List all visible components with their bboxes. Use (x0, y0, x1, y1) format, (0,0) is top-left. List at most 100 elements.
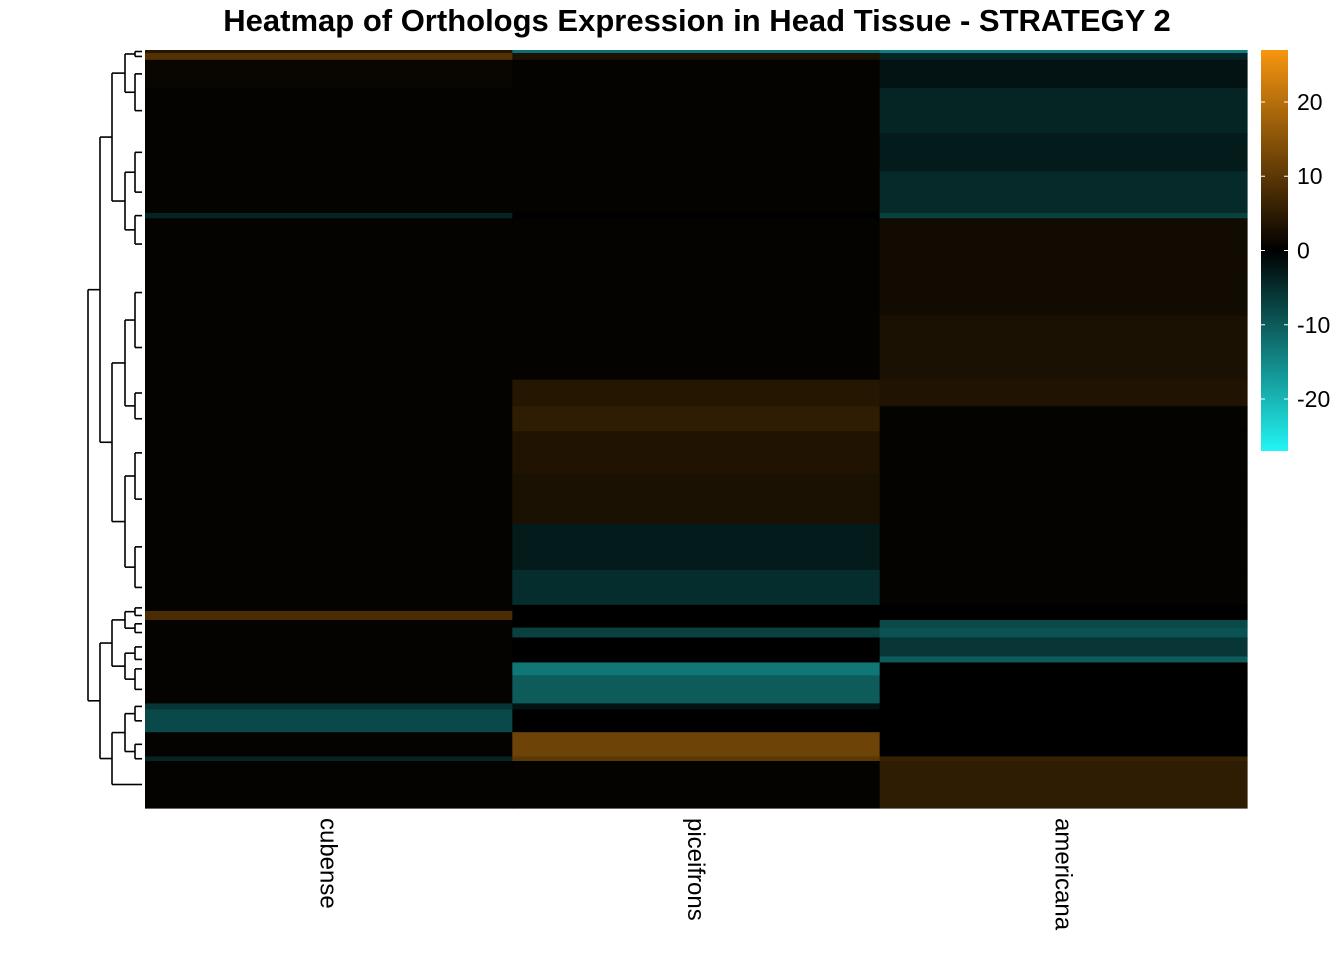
heatmap-cell (512, 569, 881, 606)
heatmap-cell (512, 218, 881, 271)
heatmap-cell (512, 379, 881, 407)
heatmap-cell (512, 604, 881, 612)
heatmap-cell (879, 756, 1248, 762)
heatmap-cell (512, 761, 881, 809)
heatmap-cell (145, 59, 513, 89)
column-label: americana (1049, 818, 1076, 931)
heatmap-cell (512, 627, 881, 639)
heatmap-cell (512, 732, 881, 758)
heatmap-cell (512, 50, 881, 54)
heatmap-cell (512, 756, 881, 762)
chart-title: Heatmap of Orthologs Expression in Head … (223, 3, 1170, 38)
heatmap-cell (879, 218, 1248, 271)
column-labels: cubense piceifrons americana (315, 818, 1077, 931)
heatmap-cell (879, 620, 1248, 629)
heatmap-cell (145, 171, 513, 214)
heatmap-cell (879, 315, 1248, 381)
heatmap-cell (512, 133, 881, 172)
heatmap-cell (512, 523, 881, 571)
heatmap-cell (145, 620, 513, 629)
heatmap-cell (879, 662, 1248, 676)
heatmap-cell (879, 53, 1248, 61)
heatmap-cell (879, 474, 1248, 525)
row-dendrogram (87, 50, 142, 786)
heatmap-cell (512, 662, 881, 676)
heatmap-cell (145, 431, 513, 476)
legend-tick-label: 0 (1297, 238, 1310, 264)
heatmap-cell (145, 212, 513, 219)
legend-tick-label: -10 (1297, 312, 1330, 338)
heatmap-cell (879, 709, 1248, 733)
heatmap-cell (145, 604, 513, 612)
heatmap-cell (879, 431, 1248, 476)
heatmap-cell (512, 59, 881, 89)
color-legend-bar (1261, 50, 1288, 451)
heatmap-cell (879, 604, 1248, 612)
heatmap-cell (879, 171, 1248, 214)
heatmap-cell (145, 637, 513, 657)
heatmap-cell (145, 732, 513, 758)
heatmap-cells (145, 50, 1248, 809)
legend-tick-label: 10 (1297, 163, 1323, 189)
column-label: cubense (315, 818, 342, 909)
heatmap-cell (512, 474, 881, 525)
column-label: piceifrons (682, 818, 709, 921)
heatmap-cell (145, 756, 513, 762)
heatmap-cell (145, 218, 513, 271)
heatmap-cell (512, 620, 881, 629)
heatmap-cell (145, 53, 513, 61)
heatmap-cell (145, 709, 513, 733)
heatmap-cell (512, 675, 881, 704)
heatmap-cell (145, 379, 513, 407)
heatmap-cell (879, 50, 1248, 54)
heatmap-cell (145, 761, 513, 809)
heatmap-cell (145, 627, 513, 639)
heatmap-cell (879, 406, 1248, 432)
heatmap-cell (512, 269, 881, 316)
heatmap-cell (145, 133, 513, 172)
heatmap-cell (512, 610, 881, 621)
heatmap-cell (879, 627, 1248, 639)
heatmap-cell (145, 523, 513, 571)
heatmap-cell (879, 379, 1248, 407)
heatmap-cell (145, 50, 513, 54)
heatmap-cell (879, 675, 1248, 704)
heatmap-cell (512, 656, 881, 664)
heatmap-cell (145, 656, 513, 664)
heatmap-cell (879, 269, 1248, 316)
heatmap-cell (145, 269, 513, 316)
heatmap-cell (512, 431, 881, 476)
heatmap-cell (512, 53, 881, 61)
heatmap-cell (879, 610, 1248, 621)
legend-tick-label: -20 (1297, 386, 1330, 412)
heatmap-cell (512, 703, 881, 711)
heatmap-cell (512, 212, 881, 219)
heatmap-cell (512, 87, 881, 134)
heatmap-cell (512, 406, 881, 432)
heatmap-cell (512, 315, 881, 381)
heatmap-cell (145, 87, 513, 134)
heatmap-cell (879, 761, 1248, 809)
legend-tick-label: 20 (1297, 89, 1323, 115)
heatmap-cell (145, 406, 513, 432)
heatmap-cell (879, 133, 1248, 172)
heatmap-cell (879, 732, 1248, 758)
heatmap-cell (879, 523, 1248, 571)
heatmap-cell (879, 569, 1248, 606)
heatmap-cell (512, 637, 881, 657)
heatmap-cell (879, 703, 1248, 711)
heatmap-cell (512, 171, 881, 214)
heatmap-cell (145, 610, 513, 621)
heatmap-cell (879, 656, 1248, 664)
heatmap-cell (145, 474, 513, 525)
heatmap-cell (145, 703, 513, 711)
heatmap-cell (145, 675, 513, 704)
heatmap-cell (879, 212, 1248, 219)
heatmap-cell (145, 569, 513, 606)
heatmap-cell (879, 637, 1248, 657)
heatmap-cell (145, 662, 513, 676)
heatmap-cell (512, 709, 881, 733)
heatmap-cell (145, 315, 513, 381)
heatmap-cell (879, 87, 1248, 134)
